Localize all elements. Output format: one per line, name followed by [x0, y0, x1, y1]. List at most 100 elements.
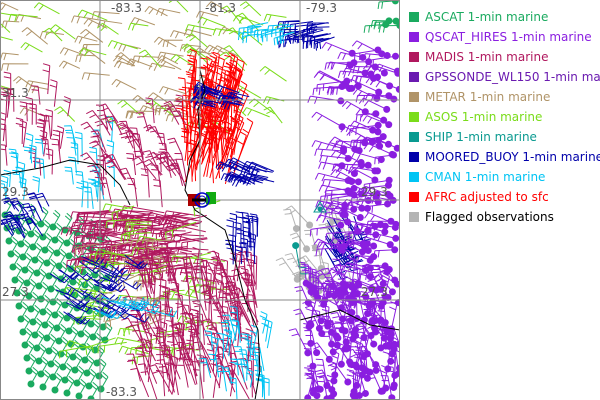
legend-swatch [409, 132, 419, 142]
wind-barb [32, 157, 42, 176]
wind-barb [313, 238, 346, 254]
wind-barb [45, 148, 54, 175]
wind-barb [80, 152, 102, 171]
wind-barb [174, 152, 187, 181]
wind-barb [45, 333, 57, 355]
wind-barb [25, 80, 49, 89]
wind-barb [263, 13, 287, 22]
wind-barb [304, 329, 321, 357]
wind-barb [159, 321, 168, 356]
wind-barb [283, 208, 300, 233]
wind-barb-map[interactable]: -83.3 -81.3 -79.3 -83.3 31.3 29.3 29.3 2… [0, 0, 400, 400]
wind-barb [39, 219, 51, 241]
lon-label: -83.3 [106, 385, 137, 399]
wind-barb [42, 63, 51, 95]
wind-barb [340, 161, 372, 172]
wind-barb [213, 84, 240, 94]
wind-barb [358, 97, 391, 113]
ship-dot [317, 206, 323, 212]
wind-barb [129, 300, 150, 309]
wind-barb [289, 232, 311, 253]
wind-barb [101, 268, 131, 281]
wind-barb [119, 132, 134, 149]
wind-barb [377, 265, 399, 284]
wind-barb [36, 122, 45, 142]
coastline [0, 69, 400, 400]
wind-barb [364, 212, 400, 228]
wind-barb [59, 269, 78, 280]
wind-barb [327, 362, 352, 386]
wind-barb [121, 301, 147, 312]
wind-barb [156, 156, 177, 177]
wind-barb [388, 347, 400, 377]
wind-barb [80, 28, 104, 43]
wind-barb [37, 206, 49, 228]
wind-barb [0, 218, 14, 237]
wind-barb [360, 291, 372, 318]
wind-barb [310, 342, 333, 363]
wind-barb [75, 231, 112, 244]
wind-barb [51, 138, 62, 164]
wind-barb [106, 115, 123, 136]
lon-label: -79.3 [306, 1, 337, 15]
wind-barb [89, 319, 101, 341]
legend-swatch [409, 112, 419, 122]
station-marker[interactable] [188, 192, 216, 208]
wind-barb [113, 224, 157, 234]
wind-barb [319, 154, 352, 163]
wind-barb [349, 365, 358, 396]
wind-barb [129, 127, 142, 153]
wind-barb [125, 221, 152, 230]
wind-barb [54, 106, 76, 122]
wind-barb [350, 74, 378, 83]
wind-barb [135, 305, 160, 315]
wind-barb [75, 242, 103, 255]
wind-barb [206, 343, 215, 372]
wind-barb [8, 13, 38, 22]
wind-barb [349, 121, 382, 136]
wind-barb [43, 27, 63, 42]
wind-barb [244, 333, 253, 362]
wind-barb [12, 169, 22, 188]
wind-barb [255, 373, 265, 396]
wind-barb [41, 232, 53, 254]
lon-label: -83.3 [111, 1, 142, 15]
wind-barb [181, 43, 211, 61]
wind-barb [199, 259, 220, 285]
legend-item: SHIP 1-min marine [409, 127, 600, 147]
wind-barb [150, 164, 161, 187]
wind-barb [76, 181, 84, 208]
wind-barb [32, 175, 40, 193]
wind-barb [63, 375, 75, 397]
wind-barb [352, 265, 361, 298]
wind-barb [124, 254, 148, 269]
legend-item: MOORED_BUOY 1-min marine [409, 147, 600, 167]
legend-label: GPSSONDE_WL150 1-min marine [425, 70, 600, 84]
wind-barb [153, 36, 177, 48]
wind-barb [77, 9, 108, 21]
wind-barb [35, 268, 47, 290]
wind-barb [102, 203, 134, 212]
wind-barb [56, 125, 65, 149]
wind-barb [107, 40, 138, 50]
wind-barb [362, 115, 393, 129]
wind-barb [239, 349, 249, 370]
wind-barb [13, 76, 32, 87]
wind-barb [370, 78, 400, 93]
wind-barb [106, 284, 126, 293]
legend-swatch [409, 152, 419, 162]
wind-barb [204, 44, 226, 55]
wind-barb [203, 294, 213, 328]
lat-label: 29.3 [361, 185, 388, 199]
wind-barb [58, 60, 81, 69]
wind-barb [73, 365, 85, 387]
wind-barb [126, 152, 137, 176]
wind-barb [181, 127, 189, 166]
wind-barb [21, 27, 48, 45]
legend-swatch [409, 172, 419, 182]
wind-barb [59, 349, 71, 371]
wind-barb [132, 55, 159, 64]
wind-barb [371, 264, 387, 288]
wind-barb [216, 332, 225, 359]
wind-barb [9, 214, 26, 232]
